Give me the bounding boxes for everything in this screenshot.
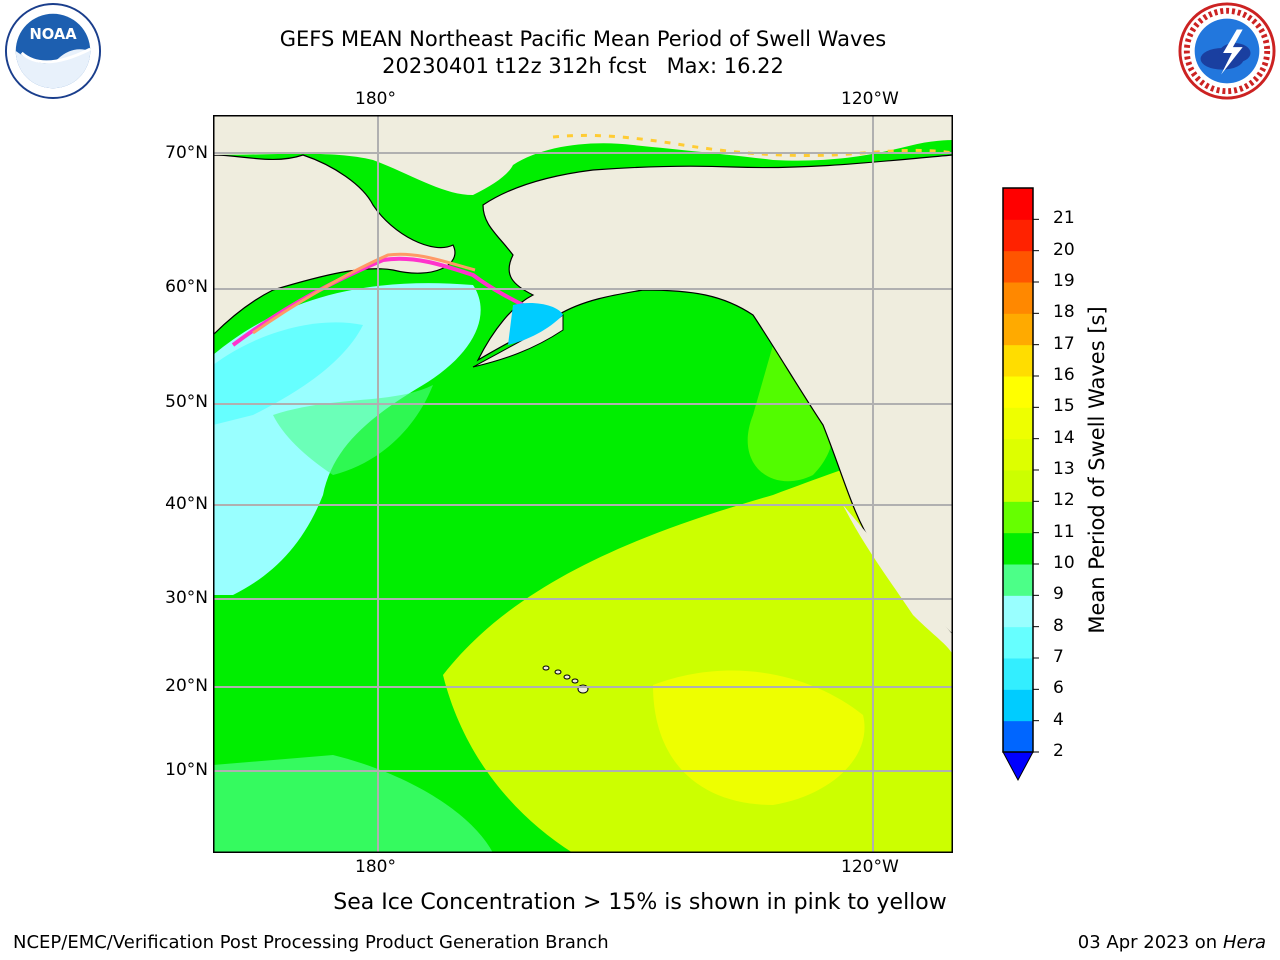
colorbar-tick-label: 17 — [1053, 333, 1075, 354]
colorbar-tick-label: 21 — [1053, 208, 1075, 229]
noaa-logo-text: NOAA — [29, 26, 77, 43]
lat-label-30n: 30°N — [165, 588, 208, 608]
colorbar-swatch — [1003, 407, 1033, 440]
colorbar-swatch — [1003, 219, 1033, 252]
graticule — [213, 115, 953, 853]
colorbar-swatch — [1003, 564, 1033, 596]
colorbar-tick-label: 4 — [1053, 709, 1064, 730]
map-title: GEFS MEAN Northeast Pacific Mean Period … — [279, 27, 887, 51]
sea-ice-note: Sea Ice Concentration > 15% is shown in … — [333, 890, 947, 915]
colorbar-swatch — [1003, 595, 1033, 628]
colorbar-swatch — [1003, 250, 1033, 283]
colorbar-swatch — [1003, 470, 1033, 502]
land-alaska-canada — [476, 154, 953, 636]
noaa-logo: NOAA — [4, 2, 102, 100]
nws-logo — [1178, 2, 1276, 100]
colorbar-swatch — [1003, 626, 1033, 659]
credit-line: NCEP/EMC/Verification Post Processing Pr… — [13, 932, 609, 953]
colorbar-ticks — [1033, 218, 1039, 753]
date-text: 03 Apr 2023 on — [1077, 932, 1223, 953]
colorbar-swatch — [1003, 188, 1033, 220]
colorbar-extend-triangle — [1002, 751, 1034, 782]
colorbar-tick-label: 14 — [1053, 427, 1075, 448]
colorbar-swatch — [1003, 532, 1033, 565]
colorbar-swatch — [1003, 438, 1033, 471]
host-name: Hera — [1222, 932, 1266, 953]
lat-label-50n: 50°N — [165, 392, 208, 412]
land-arctic — [213, 115, 953, 195]
map-subtitle: 20230401 t12z 312h fcst Max: 16.22 — [382, 54, 784, 78]
colorbar-tick-label: 7 — [1053, 647, 1064, 667]
colorbar-swatch — [1003, 344, 1033, 377]
colorbar-swatch — [1003, 376, 1033, 408]
lat-label-10n: 10°N — [165, 760, 208, 780]
swell-period-map — [213, 115, 953, 853]
colorbar-title: Mean Period of Swell Waves [s] — [1085, 306, 1109, 634]
colorbar-tick-label: 2 — [1053, 741, 1064, 761]
colorbar-tick-label: 15 — [1053, 396, 1075, 417]
lon-label-top-180: 180° — [355, 89, 396, 109]
colorbar-tick-label: 12 — [1053, 490, 1075, 511]
lon-label-top-120w: 120°W — [841, 89, 899, 109]
colorbar-tick-label: 20 — [1053, 239, 1075, 260]
lat-label-70n: 70°N — [165, 143, 208, 163]
colorbar-tick-label: 16 — [1053, 365, 1075, 385]
colorbar-swatch — [1003, 282, 1033, 314]
lat-label-20n: 20°N — [165, 676, 208, 696]
sea-ice-edge-orange — [252, 252, 476, 335]
colorbar-tick-label: 9 — [1053, 584, 1064, 605]
swell-region-southwest — [213, 755, 493, 853]
colorbar-swatch — [1003, 689, 1033, 722]
lat-label-60n: 60°N — [165, 277, 208, 297]
date-line: 03 Apr 2023 on Hera — [1078, 932, 1266, 953]
colorbar-swatch — [1003, 501, 1033, 534]
land-us-coast — [843, 505, 953, 853]
colorbar-tick-label: 6 — [1053, 678, 1064, 699]
map-border — [213, 115, 953, 853]
colorbar-swatch — [1003, 313, 1033, 346]
colorbar-tick-label: 19 — [1053, 271, 1075, 291]
swell-region-teal — [273, 385, 433, 475]
lat-label-40n: 40°N — [165, 494, 208, 514]
colorbar-tick-label: 13 — [1053, 459, 1075, 479]
colorbar — [1002, 187, 1039, 782]
colorbar-tick-label: 10 — [1053, 553, 1075, 573]
colorbar-tick-label: 18 — [1053, 302, 1075, 323]
lon-label-bottom-180: 180° — [355, 857, 396, 877]
colorbar-swatch — [1003, 720, 1033, 753]
colorbar-swatches — [1003, 188, 1033, 753]
swell-region-lightcyan — [213, 322, 363, 425]
colorbar-swatch — [1003, 658, 1033, 690]
cook-inlet-region — [508, 303, 563, 345]
lon-label-bottom-120w: 120°W — [841, 857, 899, 877]
colorbar-tick-label: 8 — [1053, 615, 1064, 636]
colorbar-tick-label: 11 — [1053, 521, 1075, 542]
